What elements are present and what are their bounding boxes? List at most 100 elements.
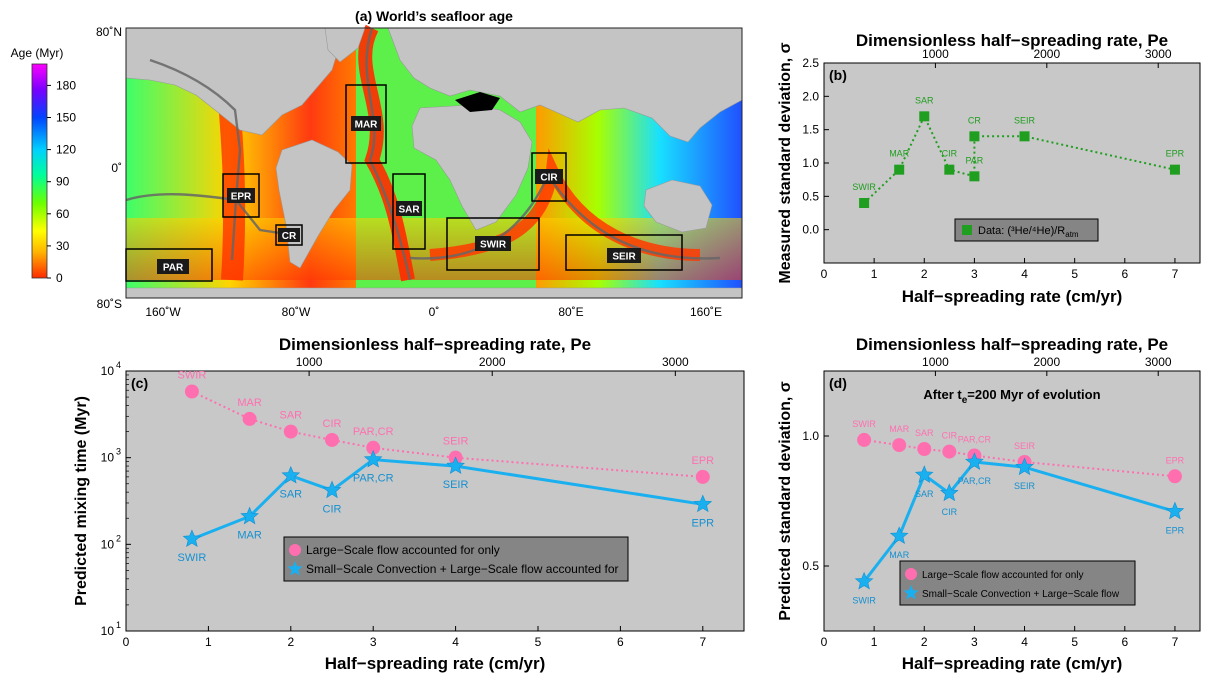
legend-entry-small-scale: Small−Scale Convection + Large−Scale flo…: [306, 562, 619, 576]
y-tick-label: 1.0: [802, 156, 819, 170]
x-tick-label: 3: [971, 267, 978, 281]
legend-entry-large-scale: Large−Scale flow accounted for only: [922, 570, 1084, 581]
x-tick-label: 0: [821, 267, 828, 281]
y-tick-label: 1.0: [802, 429, 819, 443]
x-tick-label: 2: [921, 635, 928, 649]
data-point-label: CIR: [323, 418, 342, 430]
data-point-label: CIR: [323, 503, 342, 515]
data-point-circle: [942, 444, 957, 459]
data-point-circle: [366, 440, 381, 455]
legend-marker-square: [962, 225, 972, 235]
data-point-square: [919, 111, 930, 122]
y-tick-label: 0.5: [802, 189, 819, 203]
y-tick-exponent: 4: [116, 360, 121, 370]
map-frame: [125, 27, 743, 299]
x-tick-label: 6: [617, 635, 624, 649]
legend: Data: (³He/⁴He)/Ratm: [954, 218, 1099, 242]
data-point-label: EPR: [1166, 525, 1185, 535]
y-tick-exponent: 2: [116, 533, 121, 543]
x-tick-label: 5: [1071, 635, 1078, 649]
y-tick-label: 10: [101, 364, 115, 378]
data-point-label: PAR,CR: [958, 476, 992, 486]
x-tick-label: 0: [821, 635, 828, 649]
data-point-circle: [1167, 469, 1182, 484]
data-point-star: [446, 456, 465, 474]
x-tick-label: 3: [971, 635, 978, 649]
data-point-star: [1165, 501, 1185, 520]
data-point-circle: [892, 438, 907, 453]
legend-entry-small-scale: Small−Scale Convection + Large−Scale flo…: [922, 589, 1120, 600]
x-tick-label: 4: [1021, 635, 1028, 649]
data-point-label: EPR: [1166, 149, 1185, 159]
y-tick-label: 0.0: [802, 223, 819, 237]
legend: Large−Scale flow accounted for only Small…: [899, 560, 1136, 606]
data-point-label: SEIR: [1014, 441, 1036, 451]
data-point-label: CR: [968, 115, 981, 125]
top-tick-label: 1000: [922, 355, 949, 369]
data-point-star: [965, 452, 984, 470]
top-tick-label: 3000: [1145, 355, 1172, 369]
data-point-label: SAR: [279, 410, 302, 422]
region-seir: SEIR: [565, 234, 683, 271]
plot-area: [125, 370, 745, 632]
data-point-star: [889, 526, 909, 545]
y-tick-label: 2.0: [802, 89, 819, 103]
region-epr: EPR: [222, 173, 260, 218]
region-swir: SWIR: [446, 217, 540, 271]
legend-entry-large-scale: Large−Scale flow accounted for only: [306, 543, 500, 557]
data-point-star: [854, 571, 874, 590]
top-axis-label: Dimensionless half−spreading rate, Pe: [856, 335, 1168, 354]
panel-a-map: (a) World’s seafloor age MAR EPR: [11, 8, 743, 319]
legend-marker-circle: [289, 544, 301, 556]
data-point-star: [940, 483, 959, 502]
evolution-annotation: After te=200 Myr of evolution: [923, 387, 1100, 406]
land-australia: [643, 179, 713, 233]
y-axis-label: Measured standard deviation, σ: [777, 42, 794, 283]
x-tick-label: 5: [1071, 267, 1078, 281]
data-point-label: SEIR: [443, 479, 469, 491]
legend-entry-data: Data: (³He/⁴He)/Ratm: [978, 225, 1079, 239]
y-tick-label: 10: [101, 624, 115, 638]
lon-label-0: 0˚: [429, 305, 440, 319]
colorbar-tick-label: 30: [56, 239, 70, 253]
colorbar-ticks: 180 150 120 90 60 30 0: [47, 78, 76, 285]
y-tick-label: 2.5: [802, 56, 819, 70]
data-point-label: EPR: [691, 455, 714, 467]
x-tick-label: 7: [699, 635, 706, 649]
legend-box: [954, 218, 1099, 242]
land-antarctica: [125, 287, 743, 299]
x-tick-label: 1: [871, 635, 878, 649]
region-label-cir: CIR: [540, 173, 558, 184]
y-axis-label: Predicted mixing time (Myr): [73, 396, 90, 606]
land-africa: [411, 104, 533, 231]
region-sar: SAR: [392, 173, 426, 250]
data-point-label: CIR: [942, 507, 958, 517]
data-point-star: [281, 465, 301, 484]
data-point-label: SWIR: [852, 182, 876, 192]
colorbar: [31, 63, 48, 279]
data-point-label: SAR: [915, 428, 934, 438]
x-tick-label: 0: [123, 635, 130, 649]
data-point-label: CIR: [942, 149, 958, 159]
data-point-star: [914, 465, 934, 483]
black-sea-caspian: [455, 92, 500, 112]
land-europe-asia: [387, 27, 743, 143]
data-point-label: SAR: [915, 489, 934, 499]
data-point-circle: [283, 424, 298, 439]
top-tick-label: 1000: [296, 355, 323, 369]
x-tick-label: 1: [871, 267, 878, 281]
x-tick-label: 2: [921, 267, 928, 281]
data-point-label: MAR: [237, 397, 262, 409]
data-point-label: MAR: [889, 550, 910, 560]
region-label-sar: SAR: [398, 205, 420, 216]
region-label-cr: CR: [282, 231, 297, 242]
region-cr: CR: [275, 224, 303, 246]
legend-box: [899, 560, 1136, 606]
data-point-circle: [184, 384, 199, 399]
data-point-label: PAR,CR: [958, 435, 992, 445]
legend-marker-star: [903, 585, 919, 600]
data-point-star: [322, 480, 342, 499]
lat-label-equator: 0˚: [111, 161, 122, 175]
panel-b-measured-std: 0 1 2 3 4 5 6 7 1000 2000 3000 0.0 0.5 1.0 1.5 2.0 2.5 Ha…: [777, 31, 1201, 306]
